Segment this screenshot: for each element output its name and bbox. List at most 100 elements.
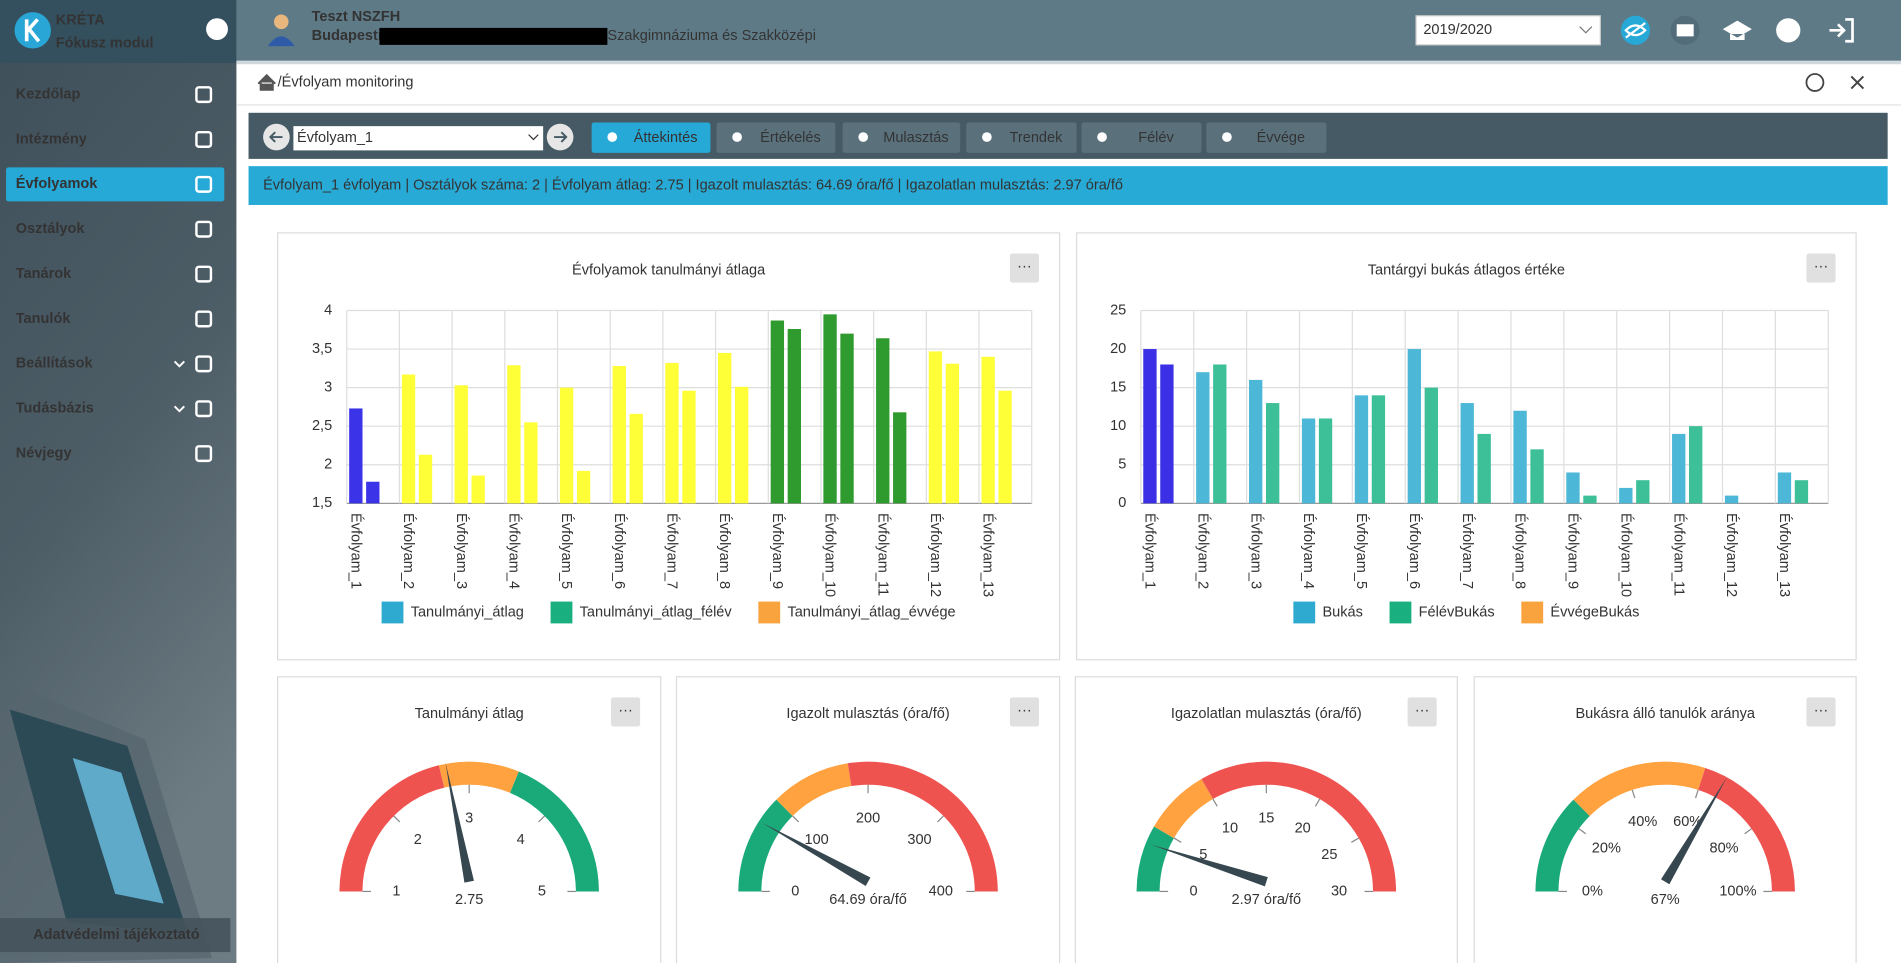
tab[interactable] — [1081, 122, 1202, 153]
x-tick-label: Évfolyam_5 — [1353, 513, 1370, 589]
menu-item[interactable]: Intézmény — [16, 131, 88, 147]
tab-label[interactable]: Félév — [1138, 130, 1174, 146]
menu-icon — [195, 355, 213, 373]
gauge-tick-label: 0 — [1190, 883, 1198, 899]
school-start: Budapesti — [312, 28, 382, 44]
gauge-band — [1535, 799, 1590, 892]
tab-icon — [732, 132, 742, 142]
bar — [1213, 364, 1227, 504]
bar — [787, 329, 802, 504]
menu-item[interactable]: Névjegy — [16, 445, 73, 461]
menu-item[interactable]: Évfolyamok — [16, 175, 99, 192]
menu-active — [6, 167, 225, 202]
gauge-tick-label: 25 — [1321, 847, 1337, 863]
x-tick-label: Évfolyam_13 — [1776, 513, 1793, 597]
palette-icon[interactable] — [1776, 18, 1801, 43]
legend-swatch — [1521, 601, 1544, 624]
gauge-value: 67% — [1651, 892, 1680, 908]
tab-label[interactable]: Értékelés — [760, 129, 821, 146]
menu-item[interactable]: Tudásbázis — [16, 401, 94, 417]
grade-select[interactable] — [293, 126, 544, 151]
tablet-screen — [72, 758, 164, 904]
bar — [1513, 410, 1527, 504]
gauge-tick — [393, 815, 401, 823]
gauge-band — [510, 771, 599, 892]
legend-label: Tanulmányi_átlag_félév — [580, 604, 733, 620]
panel-title: Tanulmányi átlag — [415, 706, 524, 722]
sidebar-toggle[interactable] — [206, 18, 228, 41]
gauge-needle — [1150, 844, 1268, 887]
more-button[interactable] — [611, 697, 641, 727]
more-button[interactable] — [1806, 697, 1836, 727]
cap-icon[interactable] — [1722, 20, 1752, 41]
tab-icon — [607, 132, 618, 142]
gauge-band — [776, 763, 852, 816]
avatar-body — [267, 36, 295, 47]
tab[interactable] — [591, 122, 711, 153]
menu-icon — [195, 445, 213, 463]
bar — [454, 385, 468, 504]
bar — [998, 390, 1012, 504]
x-tick-label: Évfolyam_9 — [769, 513, 786, 589]
gauge-band — [1698, 768, 1795, 892]
tab[interactable] — [842, 122, 961, 153]
card-icon — [1676, 24, 1694, 37]
more-button[interactable] — [1009, 253, 1040, 283]
bar — [1777, 472, 1792, 504]
tab[interactable] — [716, 122, 836, 153]
y-tick-label: 3 — [324, 379, 332, 395]
gauge-band — [1573, 761, 1706, 816]
menu-item[interactable]: Tanulók — [16, 311, 72, 327]
tab[interactable] — [966, 122, 1077, 153]
more-button[interactable] — [1806, 253, 1836, 283]
year-value: 2019/2020 — [1423, 22, 1492, 38]
panel-title: Igazolt mulasztás (óra/fő) — [786, 706, 949, 722]
menu-item[interactable]: Tanárok — [16, 266, 72, 282]
more-label: ··· — [1814, 703, 1829, 719]
bar — [734, 386, 749, 504]
bar — [1424, 387, 1438, 504]
more-button[interactable] — [1009, 697, 1040, 727]
tab[interactable] — [1206, 122, 1327, 153]
bar — [1160, 364, 1174, 504]
tab-label[interactable]: Áttekintés — [634, 129, 698, 146]
bar — [507, 365, 521, 504]
tab-label[interactable]: Évvége — [1257, 129, 1306, 146]
logo-subtitle: Fókusz modul — [56, 36, 154, 52]
gauge-tick-label: 5 — [1199, 847, 1207, 863]
info-bar — [248, 166, 1888, 205]
more-label: ··· — [618, 703, 633, 719]
gauge-tick-label: 40% — [1628, 814, 1657, 830]
panel-title: Tantárgyi bukás átlagos értéke — [1368, 262, 1565, 278]
y-tick-label: 10 — [1110, 418, 1126, 434]
menu-item[interactable]: Kezdőlap — [16, 86, 81, 102]
gauge-tick — [1744, 828, 1752, 835]
logout-icon[interactable] — [1829, 18, 1854, 43]
bar — [718, 352, 732, 504]
bar — [928, 351, 943, 504]
bar — [471, 475, 485, 504]
gauge-tick-label: 5 — [538, 883, 546, 899]
gauge-value: 64.69 óra/fő — [829, 892, 907, 908]
bar — [559, 387, 574, 504]
home-icon[interactable] — [257, 73, 276, 91]
x-tick-label: Évfolyam_1 — [347, 513, 364, 589]
gauge-tick-label: 30 — [1331, 883, 1347, 899]
menu-icon — [195, 130, 213, 148]
info-text: Évfolyam_1 évfolyam | Osztályok száma: 2… — [263, 176, 1123, 193]
x-tick-label: Évfolyam_12 — [1723, 513, 1740, 597]
gauge-tick-label: 20 — [1295, 820, 1311, 836]
help-icon[interactable] — [1805, 73, 1825, 92]
footer-link[interactable]: Adatvédelmi tájékoztató — [33, 927, 200, 943]
year-select[interactable] — [1415, 15, 1601, 46]
menu-item[interactable]: Beállítások — [16, 356, 94, 372]
tab-label[interactable]: Trendek — [1010, 130, 1064, 146]
bar — [1407, 349, 1421, 504]
close-icon[interactable] — [1850, 75, 1865, 90]
tab-label[interactable]: Mulasztás — [883, 130, 948, 146]
more-button[interactable] — [1407, 697, 1437, 727]
bar — [1301, 418, 1316, 504]
menu-item[interactable]: Osztályok — [16, 221, 86, 237]
bar — [349, 408, 363, 504]
